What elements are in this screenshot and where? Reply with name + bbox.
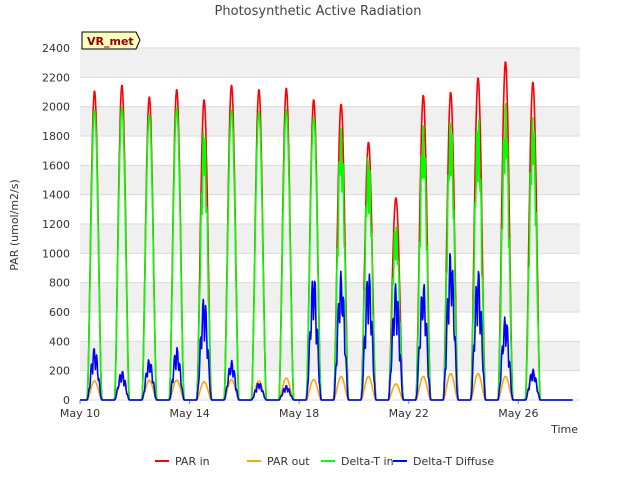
site-badge: VR_met bbox=[81, 31, 141, 50]
x-axis-ticks: May 10 May 14 May 18 May 22 May 26 bbox=[60, 400, 538, 420]
y-tick-label: 1200 bbox=[42, 218, 70, 231]
y-tick-label: 200 bbox=[49, 365, 70, 378]
site-badge-label: VR_met bbox=[87, 35, 134, 48]
y-tick-label: 2200 bbox=[42, 71, 70, 84]
y-tick-label: 2400 bbox=[42, 42, 70, 55]
legend-label: Delta-T in bbox=[341, 455, 394, 468]
x-tick-label: May 10 bbox=[60, 407, 100, 420]
legend-label: PAR out bbox=[267, 455, 310, 468]
y-tick-label: 1000 bbox=[42, 247, 70, 260]
legend-label: Delta-T Diffuse bbox=[413, 455, 494, 468]
series-lines bbox=[79, 61, 573, 401]
y-tick-label: 0 bbox=[63, 394, 70, 407]
y-tick-label: 2000 bbox=[42, 101, 70, 114]
y-axis-label: PAR (umol/m2/s) bbox=[8, 179, 21, 271]
legend: PAR in PAR out Delta-T in Delta-T Diffuse bbox=[155, 455, 494, 468]
y-tick-label: 600 bbox=[49, 306, 70, 319]
x-axis-label: Time bbox=[550, 423, 578, 436]
x-tick-label: May 14 bbox=[169, 407, 209, 420]
legend-label: PAR in bbox=[175, 455, 210, 468]
chart-title: Photosynthetic Active Radiation bbox=[215, 4, 422, 19]
y-tick-label: 800 bbox=[49, 277, 70, 290]
x-tick-label: May 26 bbox=[498, 407, 538, 420]
y-tick-label: 400 bbox=[49, 335, 70, 348]
series-line-3 bbox=[79, 253, 573, 401]
x-tick-label: May 22 bbox=[389, 407, 429, 420]
y-tick-label: 1800 bbox=[42, 130, 70, 143]
x-tick-label: May 18 bbox=[279, 407, 319, 420]
y-tick-label: 1400 bbox=[42, 189, 70, 202]
y-axis-ticks: 0 200 400 600 800 1000 1200 1400 1600 1800 2000 220… bbox=[42, 42, 70, 407]
y-tick-label: 1600 bbox=[42, 159, 70, 172]
